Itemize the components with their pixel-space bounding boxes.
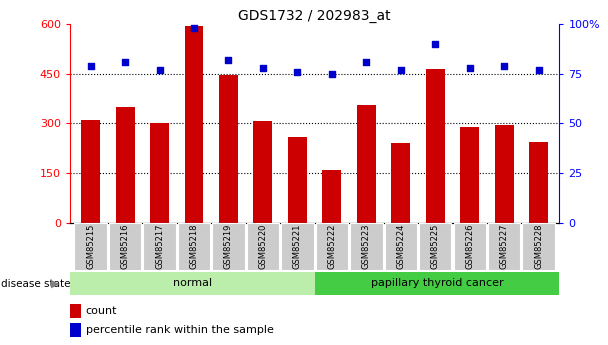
- Bar: [529, 141, 548, 223]
- Text: GSM85224: GSM85224: [396, 224, 406, 269]
- Bar: [288, 137, 307, 223]
- Text: ▶: ▶: [51, 279, 60, 288]
- Bar: [219, 76, 238, 223]
- Text: GSM85227: GSM85227: [500, 224, 509, 269]
- Bar: [460, 127, 479, 223]
- Bar: [70, 323, 81, 337]
- Bar: [150, 124, 169, 223]
- Text: disease state: disease state: [1, 279, 71, 288]
- Text: GSM85223: GSM85223: [362, 224, 371, 269]
- Text: GSM85221: GSM85221: [293, 224, 302, 269]
- Point: [534, 67, 544, 72]
- FancyBboxPatch shape: [143, 223, 176, 270]
- Point: [499, 63, 509, 69]
- Point: [430, 41, 440, 47]
- Text: GSM85220: GSM85220: [258, 224, 268, 269]
- Title: GDS1732 / 202983_at: GDS1732 / 202983_at: [238, 9, 391, 23]
- Text: GSM85215: GSM85215: [86, 224, 95, 269]
- FancyBboxPatch shape: [282, 223, 314, 270]
- FancyBboxPatch shape: [522, 223, 555, 270]
- Text: GSM85216: GSM85216: [120, 224, 130, 269]
- Point: [224, 57, 233, 63]
- Bar: [254, 121, 272, 223]
- Point: [120, 59, 130, 65]
- Point: [396, 67, 406, 72]
- Point: [154, 67, 164, 72]
- Text: GSM85218: GSM85218: [190, 224, 198, 269]
- Text: GSM85228: GSM85228: [534, 224, 543, 269]
- Bar: [392, 143, 410, 223]
- Text: papillary thyroid cancer: papillary thyroid cancer: [371, 278, 503, 288]
- Bar: [116, 107, 134, 223]
- FancyBboxPatch shape: [74, 223, 107, 270]
- FancyBboxPatch shape: [212, 223, 244, 270]
- Text: GSM85225: GSM85225: [431, 224, 440, 269]
- Point: [362, 59, 371, 65]
- Text: count: count: [86, 306, 117, 316]
- Bar: [70, 272, 315, 295]
- Point: [327, 71, 337, 77]
- Bar: [184, 26, 204, 223]
- FancyBboxPatch shape: [488, 223, 520, 270]
- Bar: [322, 170, 341, 223]
- Text: GSM85219: GSM85219: [224, 224, 233, 269]
- FancyBboxPatch shape: [454, 223, 486, 270]
- Point: [258, 65, 268, 71]
- Bar: [495, 125, 514, 223]
- Bar: [315, 272, 559, 295]
- Point: [292, 69, 302, 75]
- Point: [189, 26, 199, 31]
- FancyBboxPatch shape: [247, 223, 279, 270]
- Bar: [426, 69, 445, 223]
- Text: GSM85226: GSM85226: [465, 224, 474, 269]
- Bar: [357, 105, 376, 223]
- FancyBboxPatch shape: [419, 223, 452, 270]
- FancyBboxPatch shape: [350, 223, 382, 270]
- Bar: [81, 120, 100, 223]
- FancyBboxPatch shape: [109, 223, 141, 270]
- Point: [86, 63, 95, 69]
- FancyBboxPatch shape: [316, 223, 348, 270]
- FancyBboxPatch shape: [385, 223, 417, 270]
- Text: GSM85217: GSM85217: [155, 224, 164, 269]
- Text: GSM85222: GSM85222: [327, 224, 336, 269]
- Text: percentile rank within the sample: percentile rank within the sample: [86, 325, 274, 335]
- Bar: [70, 304, 81, 317]
- Text: normal: normal: [173, 278, 212, 288]
- FancyBboxPatch shape: [178, 223, 210, 270]
- Point: [465, 65, 475, 71]
